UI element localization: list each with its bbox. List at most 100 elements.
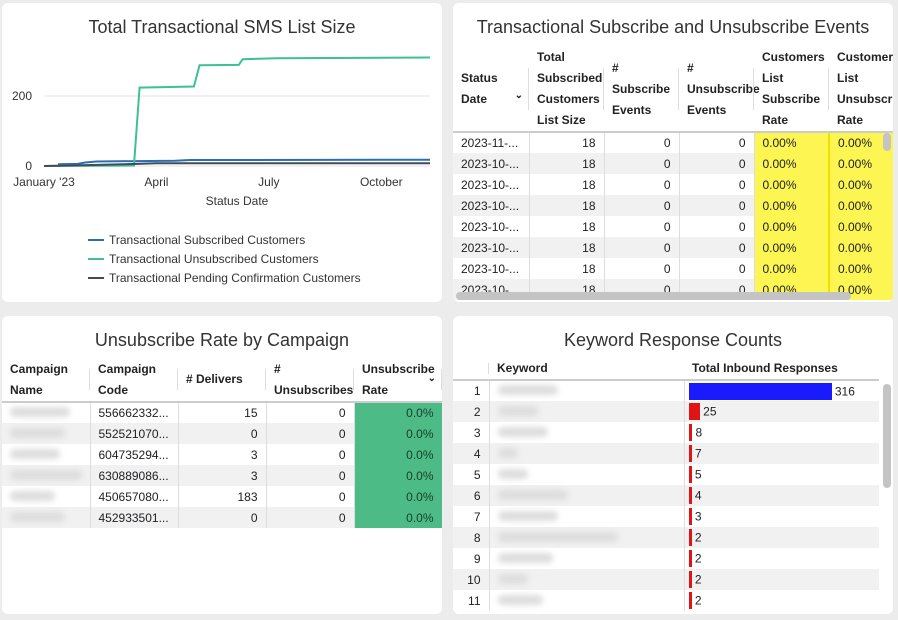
table-row[interactable]: 2023-10-... 18 0 0 0.00% 0.00% xyxy=(453,258,893,279)
column-header[interactable]: # Subscribe Events xyxy=(604,47,679,133)
header-label: Campaign Code xyxy=(98,361,157,397)
table-cell: 552521070... xyxy=(90,423,179,444)
keyword-redacted xyxy=(489,464,685,485)
response-bar-cell: 7 xyxy=(684,443,879,464)
table-cell: 18 xyxy=(529,216,605,237)
table-row[interactable]: 630889086... 3 0 0.0% xyxy=(2,465,442,486)
response-bar-cell: 2 xyxy=(684,527,879,548)
response-bar xyxy=(688,424,693,441)
column-header[interactable]: Campaign Code xyxy=(90,358,178,403)
table-cell: 0 xyxy=(178,507,267,528)
column-header[interactable]: Campaign Name xyxy=(2,358,90,403)
campaign-name-redacted xyxy=(2,444,91,465)
table-cell: 0.0% xyxy=(354,507,442,528)
campaign-name-redacted xyxy=(2,465,91,486)
column-header[interactable]: Unsubscribe Rate ⌄ xyxy=(354,358,442,403)
column-header[interactable]: # Delivers xyxy=(178,358,266,403)
sort-chevron-icon[interactable]: ⌄ xyxy=(514,90,523,101)
table-cell: 18 xyxy=(529,132,605,153)
table-cell: 0.00% xyxy=(754,195,830,216)
line-chart-title: Total Transactional SMS List Size xyxy=(88,17,356,37)
y-tick-label: 0 xyxy=(25,159,32,173)
response-bar-cell: 2 xyxy=(684,548,879,569)
header-label: Unsubscribe Rate xyxy=(362,361,435,397)
column-header[interactable]: Status Date ⌄ xyxy=(453,47,529,133)
table-cell: 0 xyxy=(266,423,355,444)
series-line xyxy=(43,56,431,167)
table-row[interactable]: 604735294... 3 0 0.0% xyxy=(2,444,442,465)
header-label: # Subscribe Events xyxy=(612,60,671,117)
table-row[interactable]: 1 316 xyxy=(453,380,879,401)
column-header[interactable]: Customers List Subscribe Rate xyxy=(754,47,829,133)
response-bar xyxy=(688,403,700,420)
legend-item[interactable]: Transactional Pending Confirmation Custo… xyxy=(88,268,361,287)
table-row[interactable]: 2023-10-... 18 0 0 0.00% 0.00% xyxy=(453,195,893,216)
response-bar xyxy=(688,550,692,567)
table-row[interactable]: 9 2 xyxy=(453,548,879,569)
header-label: Campaign Name xyxy=(10,361,69,397)
vertical-scrollbar[interactable] xyxy=(883,133,891,151)
table-cell: 0 xyxy=(604,132,680,153)
table-row[interactable]: 556662332... 15 0 0.0% xyxy=(2,402,442,423)
sort-chevron-icon[interactable]: ⌄ xyxy=(427,373,436,384)
column-header[interactable]: # Unsubscribes xyxy=(266,358,354,403)
table-row[interactable]: 2023-10-... 18 0 0 0.00% 0.00% xyxy=(453,153,893,174)
keyword-header[interactable]: Keyword xyxy=(489,358,684,381)
response-bar-cell: 5 xyxy=(684,464,879,485)
column-header[interactable]: Total Subscribed Customers List Size xyxy=(529,47,604,133)
table-cell: 0 xyxy=(679,153,755,174)
table-row[interactable]: 2023-11-... 18 0 0 0.00% 0.00% xyxy=(453,132,893,153)
table-row[interactable]: 2023-10-... 18 0 0 0.00% 0.00% xyxy=(453,216,893,237)
responses-header[interactable]: Total Inbound Responses xyxy=(684,358,879,381)
keyword-redacted xyxy=(489,401,685,422)
response-bar xyxy=(688,382,832,400)
table-cell: 0.00% xyxy=(754,153,830,174)
table-cell: 0 xyxy=(679,174,755,195)
table-cell: 15 xyxy=(178,402,267,423)
table-cell: 18 xyxy=(529,153,605,174)
x-tick-label: October xyxy=(360,175,403,189)
table-row[interactable]: 11 2 xyxy=(453,590,879,611)
response-bar xyxy=(688,529,692,546)
legend-item[interactable]: Transactional Subscribed Customers xyxy=(88,230,361,249)
table-row[interactable]: 4 7 xyxy=(453,443,879,464)
campaign-table-panel: Unsubscribe Rate by Campaign Campaign Na… xyxy=(2,316,442,614)
events-table-panel: Transactional Subscribe and Unsubscribe … xyxy=(453,3,893,302)
table-row[interactable]: 552521070... 0 0 0.0% xyxy=(2,423,442,444)
campaign-name-redacted xyxy=(2,402,91,423)
response-bar xyxy=(688,592,692,609)
campaign-name-redacted xyxy=(2,423,91,444)
horizontal-scrollbar[interactable] xyxy=(456,292,851,300)
table-row[interactable]: 3 8 xyxy=(453,422,879,443)
table-row[interactable]: 2023-10-... 18 0 0 0.00% 0.00% xyxy=(453,174,893,195)
table-cell: 0 xyxy=(604,237,680,258)
response-count: 4 xyxy=(694,488,702,503)
table-row[interactable]: 8 2 xyxy=(453,527,879,548)
table-row[interactable]: 6 4 xyxy=(453,485,879,506)
keyword-redacted xyxy=(489,527,685,548)
series-line xyxy=(43,162,430,167)
table-cell: 0.00% xyxy=(754,174,830,195)
keyword-redacted xyxy=(489,443,685,464)
vertical-scrollbar[interactable] xyxy=(883,384,891,488)
table-cell: 0 xyxy=(604,153,680,174)
legend-item[interactable]: Transactional Unsubscribed Customers xyxy=(88,249,361,268)
keyword-redacted xyxy=(489,506,685,527)
table-cell: 2023-10-... xyxy=(453,195,530,216)
table-row[interactable]: 10 2 xyxy=(453,569,879,590)
column-header[interactable]: # Unsubscribe Events xyxy=(679,47,760,133)
table-row[interactable]: 2023-10-... 18 0 0 0.00% 0.00% xyxy=(453,237,893,258)
table-row[interactable]: 7 3 xyxy=(453,506,879,527)
response-bar xyxy=(688,487,692,504)
column-header[interactable]: Customers List Unsubscribe Rate xyxy=(829,47,893,133)
table-row[interactable]: 5 5 xyxy=(453,464,879,485)
table-cell: 0 xyxy=(604,174,680,195)
keyword-redacted xyxy=(489,422,685,443)
table-cell: 0 xyxy=(178,423,267,444)
table-cell: 2023-10-... xyxy=(453,258,530,279)
table-row[interactable]: 452933501... 0 0 0.0% xyxy=(2,507,442,528)
table-cell: 3 xyxy=(178,465,267,486)
table-row[interactable]: 2 25 xyxy=(453,401,879,422)
table-row[interactable]: 450657080... 183 0 0.0% xyxy=(2,486,442,507)
x-tick-label: January '23 xyxy=(13,175,75,189)
